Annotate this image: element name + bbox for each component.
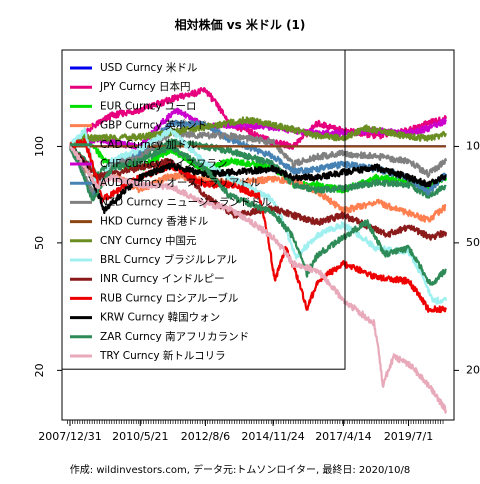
x-tick-label: 2007/12/31: [38, 430, 101, 443]
legend-label: GBP Curncy 英ポンド: [100, 119, 207, 132]
x-axis: 2007/12/31 2010/5/21 2012/8/6 2014/11/24 201…: [38, 420, 444, 443]
series-line-15: [68, 143, 448, 414]
legend-label: AUD Curncy オーストラリアドル: [100, 177, 260, 189]
y-tick-label-left: 50: [33, 236, 46, 250]
x-tick-label: 2010/5/21: [112, 430, 168, 443]
legend-label: TRY Curncy 新トルコリラ: [99, 349, 226, 362]
y-tick-label-right: 20: [466, 363, 480, 376]
series-line-12: [68, 138, 448, 314]
y-axis-left: 20 50 100: [33, 136, 62, 377]
legend-label: CAD Curncy 加ドル: [100, 139, 198, 151]
legend-label: ZAR Curncy 南アフリカランド: [100, 330, 249, 343]
y-axis-right: 20 50 100: [454, 139, 480, 376]
chart-title: 相対株価 vs 米ドル (1): [175, 17, 306, 32]
y-tick-label-left: 20: [33, 363, 46, 377]
legend-label: JPY Curncy 日本円: [99, 80, 191, 93]
legend: USD Curncy 米ドル JPY Curncy 日本円 EUR Curncy ユ…: [61, 49, 346, 370]
x-tick-label: 2014/11/24: [241, 430, 304, 443]
legend-label: CHF Curncy スイスフラン: [100, 158, 227, 170]
legend-label: KRW Curncy 韓国ウォン: [100, 312, 220, 324]
series-line-9: [69, 116, 448, 149]
legend-label: NZD Curncy ニュージーランドドル: [100, 196, 271, 208]
x-tick-label: 2012/8/6: [181, 430, 230, 443]
y-tick-label-right: 100: [466, 139, 480, 152]
series-line-14: [68, 143, 447, 286]
series-layer: [68, 87, 448, 414]
x-tick-label: 2019/7/1: [384, 430, 433, 443]
legend-label: HKD Curncy 香港ドル: [100, 216, 208, 228]
series-line-7: [68, 129, 448, 195]
legend-box: [61, 49, 346, 370]
x-tick-label: 2017/4/14: [315, 430, 371, 443]
legend-label: EUR Curncy ユーロ: [100, 100, 197, 112]
legend-label: RUB Curncy ロシアルーブル: [100, 291, 238, 304]
chart-caption: 作成: wildinvestors.com, データ元:トムソンロイター, 最終…: [70, 463, 410, 476]
legend-label: BRL Curncy ブラジルレアル: [100, 253, 237, 266]
series-line-10: [68, 127, 448, 305]
y-tick-label-right: 50: [466, 236, 480, 249]
legend-label: INR Curncy インドルピー: [100, 273, 225, 285]
legend-label: CNY Curncy 中国元: [100, 234, 197, 247]
series-line-13: [69, 144, 447, 215]
legend-label: USD Curncy 米ドル: [100, 61, 197, 74]
y-tick-label-left: 100: [33, 136, 46, 157]
